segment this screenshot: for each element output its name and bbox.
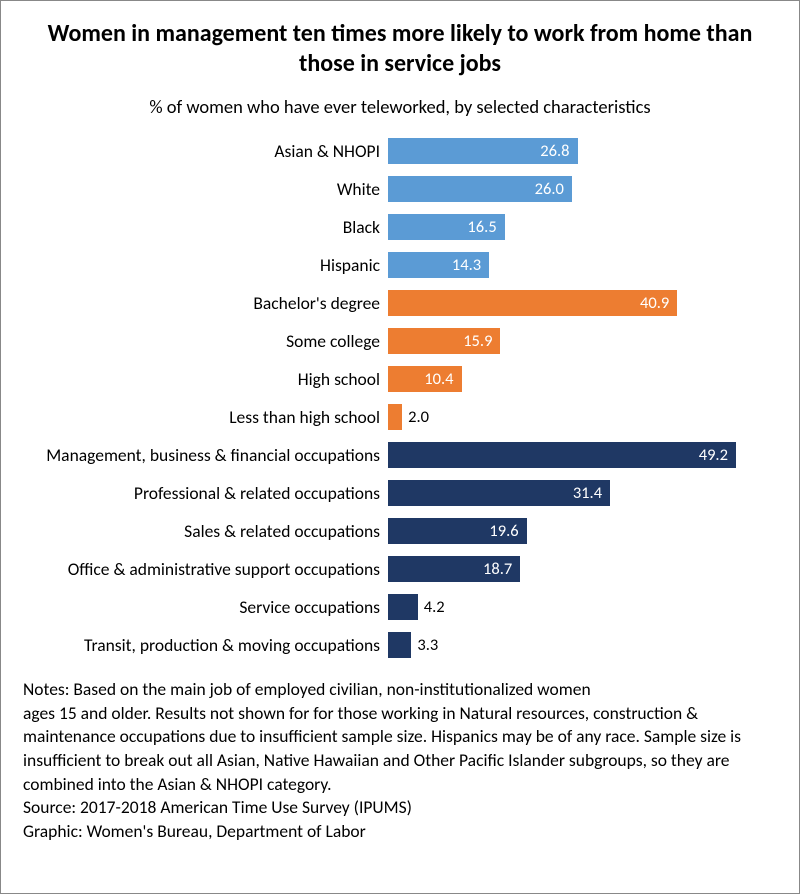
chart-subtitle: % of women who have ever teleworked, by …	[23, 95, 777, 118]
bar: 3.3	[388, 632, 411, 658]
bar-label: Black	[23, 216, 388, 238]
bar-value: 10.4	[424, 369, 461, 389]
bar-label: Office & administrative support occupati…	[23, 558, 388, 580]
bar-row: Service occupations4.2	[23, 588, 777, 626]
bar: 26.0	[388, 176, 572, 202]
bar-track: 18.7	[388, 550, 777, 588]
bar-track: 31.4	[388, 474, 777, 512]
note-line: Graphic: Women's Bureau, Department of L…	[23, 820, 777, 844]
bar-track: 10.4	[388, 360, 777, 398]
bar-value: 18.7	[483, 559, 520, 579]
bar-track: 4.2	[388, 588, 777, 626]
bar: 40.9	[388, 290, 677, 316]
bar-value: 15.9	[463, 331, 500, 351]
note-line: ages 15 and older. Results not shown for…	[23, 702, 777, 797]
bar-value: 31.4	[573, 483, 610, 503]
bar-label: Less than high school	[23, 406, 388, 428]
bar-value: 14.3	[452, 255, 489, 275]
bar-label: Some college	[23, 330, 388, 352]
chart-container: Women in management ten times more likel…	[0, 0, 800, 894]
bar-label: Service occupations	[23, 596, 388, 618]
bar-value: 49.2	[699, 445, 736, 465]
bar-track: 26.8	[388, 132, 777, 170]
bar: 15.9	[388, 328, 500, 354]
bar-label: Professional & related occupations	[23, 482, 388, 504]
bar-value: 26.8	[540, 141, 577, 161]
bar: 18.7	[388, 556, 520, 582]
bar-label: Bachelor's degree	[23, 292, 388, 314]
bar-track: 49.2	[388, 436, 777, 474]
bar-track: 40.9	[388, 284, 777, 322]
bar: 2.0	[388, 404, 402, 430]
bar-value: 4.2	[418, 597, 445, 617]
bar: 14.3	[388, 252, 489, 278]
note-line: Notes: Based on the main job of employed…	[23, 678, 777, 702]
bar-label: Transit, production & moving occupations	[23, 634, 388, 656]
chart-title: Women in management ten times more likel…	[23, 19, 777, 79]
bar-value: 3.3	[411, 635, 438, 655]
bar-track: 26.0	[388, 170, 777, 208]
bar-row: Management, business & financial occupat…	[23, 436, 777, 474]
bar-value: 40.9	[640, 293, 677, 313]
bar-label: High school	[23, 368, 388, 390]
bar-label: White	[23, 178, 388, 200]
bar-value: 19.6	[489, 521, 526, 541]
bar-track: 19.6	[388, 512, 777, 550]
bar-track: 14.3	[388, 246, 777, 284]
bar: 19.6	[388, 518, 527, 544]
bar-track: 15.9	[388, 322, 777, 360]
bar-value: 26.0	[535, 179, 572, 199]
bar: 49.2	[388, 442, 736, 468]
bar-chart: Asian & NHOPI 26.8 White 26.0 Black 16.5 Hispa…	[23, 132, 777, 664]
bar-row: High school 10.4	[23, 360, 777, 398]
bar-label: Asian & NHOPI	[23, 140, 388, 162]
bar-value: 2.0	[402, 407, 429, 427]
bar: 4.2	[388, 594, 418, 620]
bar-row: Office & administrative support occupati…	[23, 550, 777, 588]
bar-track: 2.0	[388, 398, 777, 436]
bar-row: White 26.0	[23, 170, 777, 208]
bar-value: 16.5	[467, 217, 504, 237]
bar-label: Management, business & financial occupat…	[23, 444, 388, 466]
bar-label: Hispanic	[23, 254, 388, 276]
bar-track: 16.5	[388, 208, 777, 246]
bar: 31.4	[388, 480, 610, 506]
bar-row: Black 16.5	[23, 208, 777, 246]
chart-notes: Notes: Based on the main job of employed…	[23, 678, 777, 843]
bar: 16.5	[388, 214, 505, 240]
bar-row: Sales & related occupations 19.6	[23, 512, 777, 550]
bar: 26.8	[388, 138, 578, 164]
bar-row: Bachelor's degree 40.9	[23, 284, 777, 322]
bar-track: 3.3	[388, 626, 777, 664]
bar-row: Less than high school2.0	[23, 398, 777, 436]
bar-label: Sales & related occupations	[23, 520, 388, 542]
bar: 10.4	[388, 366, 462, 392]
bar-row: Transit, production & moving occupations…	[23, 626, 777, 664]
bar-row: Some college 15.9	[23, 322, 777, 360]
note-line: Source: 2017-2018 American Time Use Surv…	[23, 796, 777, 820]
bar-row: Hispanic 14.3	[23, 246, 777, 284]
bar-row: Professional & related occupations 31.4	[23, 474, 777, 512]
bar-row: Asian & NHOPI 26.8	[23, 132, 777, 170]
